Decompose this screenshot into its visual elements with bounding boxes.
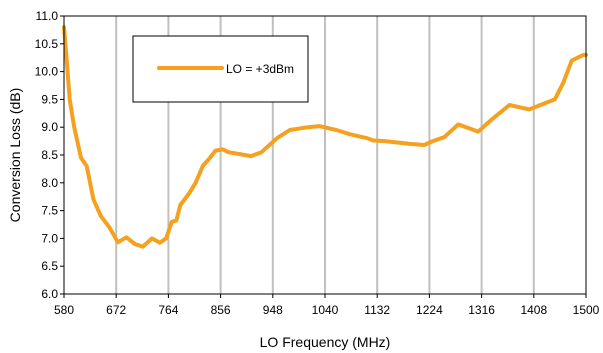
y-tick-label: 7.5 (41, 204, 58, 218)
x-tick-label: 856 (211, 303, 231, 317)
y-axis-title: Conversion Loss (dB) (7, 88, 23, 223)
y-tick-label: 9.0 (41, 120, 58, 134)
series-line-lo-3dbm (62, 25, 588, 249)
y-tick-label: 6.5 (41, 259, 58, 273)
x-tick-label: 1224 (416, 303, 443, 317)
y-tick-label: 8.0 (41, 176, 58, 190)
x-tick-label: 1132 (364, 303, 390, 317)
x-axis-title: LO Frequency (MHz) (260, 334, 391, 350)
x-tick-label: 1408 (520, 303, 547, 317)
y-tick-label: 8.5 (41, 148, 58, 162)
y-tick-label: 11.0 (36, 9, 59, 23)
y-tick-label: 10.0 (35, 65, 59, 79)
y-tick-label: 6.0 (41, 287, 58, 301)
y-axis-ticks: 6.0 6.5 7.0 7.5 8.0 8.5 9.0 9.5 10.0 10.5 11.0 (35, 9, 64, 301)
x-tick-label: 580 (54, 303, 74, 317)
y-tick-label: 7.0 (41, 231, 58, 245)
legend-label-lo-3dbm: LO = +3dBm (226, 62, 294, 76)
x-tick-label: 948 (263, 303, 283, 317)
x-tick-label: 672 (106, 303, 126, 317)
x-tick-label: 764 (158, 303, 178, 317)
legend: LO = +3dBm (132, 35, 309, 103)
x-axis-ticks: 580 672 764 856 948 1040 1132 1224 1316 1408 1500 (54, 294, 600, 317)
y-tick-label: 9.5 (41, 92, 58, 106)
x-tick-label: 1316 (468, 303, 495, 317)
x-tick-label: 1040 (312, 303, 339, 317)
y-tick-label: 10.5 (35, 37, 59, 51)
x-tick-label: 1500 (573, 303, 600, 317)
